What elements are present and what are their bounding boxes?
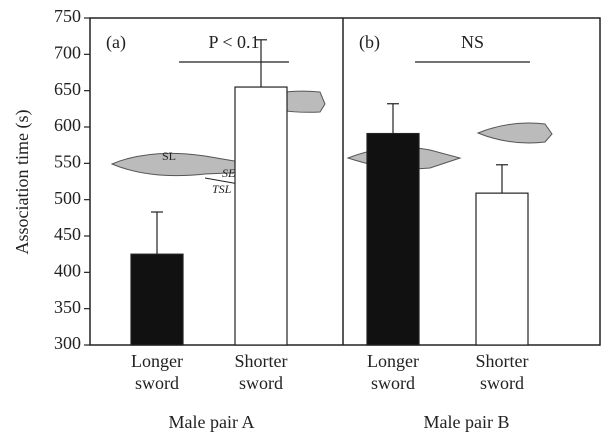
y-tick-label: 450 bbox=[54, 224, 81, 244]
x-tick-label: Longer sword bbox=[117, 350, 197, 394]
figure: SL SEL TSL Association time (s) 30035040… bbox=[0, 0, 610, 437]
bar bbox=[235, 87, 287, 345]
y-tick-label: 750 bbox=[54, 6, 81, 26]
significance-label: NS bbox=[461, 32, 484, 52]
x-axis-label: Male pair B bbox=[424, 412, 510, 432]
bar bbox=[131, 254, 183, 345]
x-axis-label: Male pair A bbox=[169, 412, 255, 432]
x-tick-label: Shorter sword bbox=[221, 350, 301, 394]
fish bbox=[478, 123, 552, 143]
y-tick-label: 500 bbox=[54, 188, 81, 208]
significance-label: P < 0.1 bbox=[209, 32, 260, 52]
y-tick-label: 400 bbox=[54, 260, 81, 280]
y-tick-label: 700 bbox=[54, 42, 81, 62]
y-tick-label: 350 bbox=[54, 297, 81, 317]
y-tick-label: 550 bbox=[54, 151, 81, 171]
bar bbox=[367, 134, 419, 345]
x-tick-label: Longer sword bbox=[353, 350, 433, 394]
y-tick-label: 600 bbox=[54, 115, 81, 135]
y-tick-label: 650 bbox=[54, 79, 81, 99]
panel-label: (b) bbox=[359, 32, 380, 53]
y-tick-label: 300 bbox=[54, 333, 81, 353]
fish-label: SL bbox=[162, 149, 176, 163]
x-tick-label: Shorter sword bbox=[462, 350, 542, 394]
y-axis-label: Association time (s) bbox=[12, 110, 33, 255]
bar bbox=[476, 193, 528, 345]
panel-label: (a) bbox=[106, 32, 126, 53]
fish-illustrations bbox=[112, 91, 552, 186]
fish-label: TSL bbox=[212, 182, 232, 196]
